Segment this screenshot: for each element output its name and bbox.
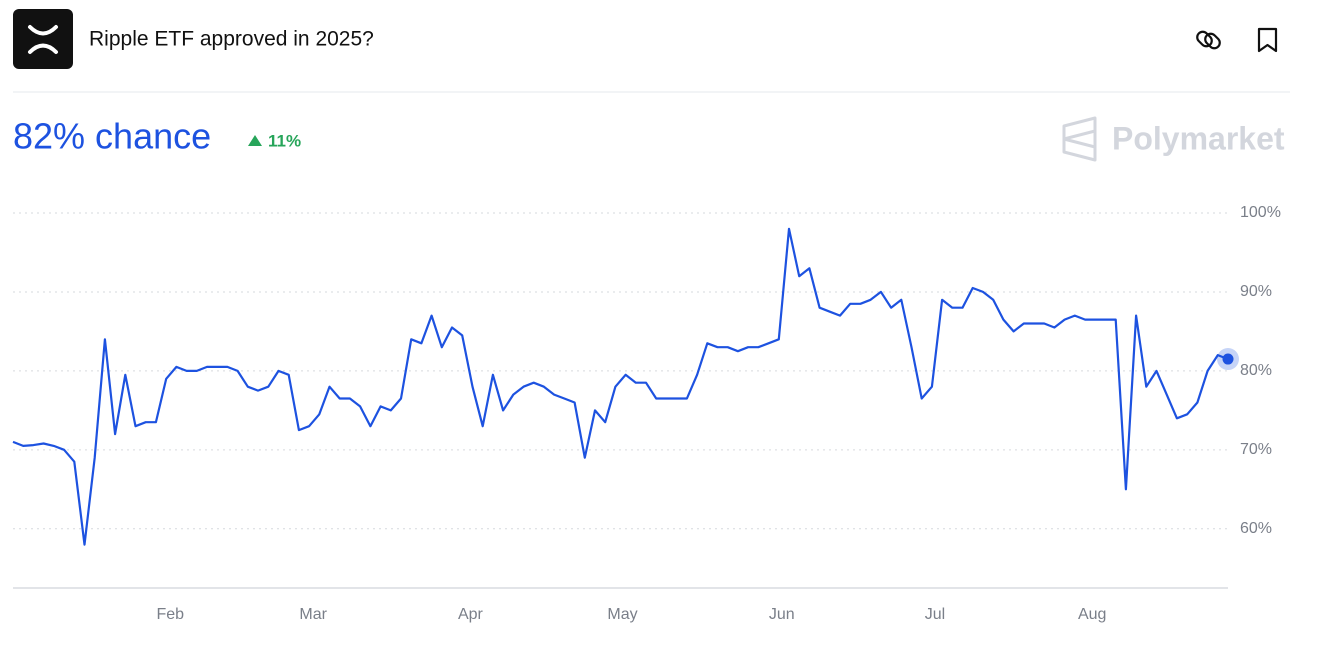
x-tick-label: Feb [156,606,184,623]
y-tick-label: 60% [1240,520,1272,537]
link-button[interactable] [1195,29,1222,50]
x-tick-label: Jun [769,606,795,623]
bookmark-button[interactable] [1257,27,1278,53]
y-tick-label: 70% [1240,441,1272,458]
brand-name: Polymarket [1112,120,1285,156]
change-arrow [248,135,262,146]
brand-logo [1062,116,1097,162]
chance-label: 82% chance [13,116,211,157]
y-tick-label: 90% [1240,283,1272,300]
current-point [1222,353,1234,365]
x-tick-label: Mar [299,606,327,623]
xrp-logo [28,25,58,54]
price-line [12,227,1229,546]
x-tick-label: Apr [458,606,484,623]
y-tick-label: 80% [1240,362,1272,379]
market-title: Ripple ETF approved in 2025? [89,28,374,51]
change-label: 11% [268,131,301,150]
market-icon [13,9,73,69]
y-tick-label: 100% [1240,204,1281,221]
x-tick-label: Jul [925,606,945,623]
x-tick-label: Aug [1078,606,1106,623]
x-tick-label: May [607,606,637,623]
